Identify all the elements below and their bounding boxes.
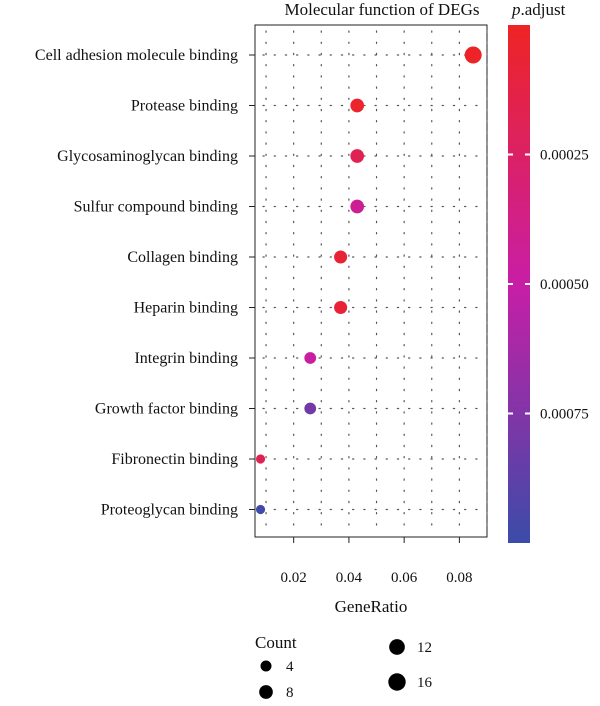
data-point: [334, 250, 348, 264]
category-label: Glycosaminoglycan binding: [57, 148, 238, 165]
x-tick-label: 0.06: [391, 570, 418, 586]
color-legend-ticks: 0.00025 0.00050 0.00075: [508, 148, 589, 423]
chart-title: Molecular function of DEGs: [285, 0, 480, 19]
color-legend-bar: [508, 25, 530, 543]
color-legend-title: p.adjust: [511, 0, 566, 19]
category-label: Sulfur compound binding: [74, 199, 238, 216]
size-legend-label: 16: [417, 675, 433, 691]
size-legend: Count 4 8 12 16: [255, 633, 433, 701]
size-legend-dot: [388, 673, 406, 691]
data-point: [304, 352, 317, 364]
data-points: [255, 46, 482, 515]
size-legend-dot: [260, 660, 272, 672]
color-legend-title-italic: p: [511, 0, 521, 19]
x-tick-label: 0.04: [336, 570, 363, 586]
data-point: [255, 504, 266, 515]
color-legend-tick-label: 0.00025: [540, 148, 589, 164]
size-legend-dot: [389, 639, 405, 655]
plot-panel: [254, 24, 488, 538]
x-axis-title: GeneRatio: [335, 597, 408, 616]
category-label: Protease binding: [131, 98, 238, 115]
category-label: Heparin binding: [134, 300, 238, 317]
size-legend-label: 4: [286, 659, 294, 675]
size-legend-label: 12: [417, 640, 432, 656]
x-tick-label: 0.08: [446, 570, 472, 586]
data-point: [255, 454, 266, 464]
x-tick-label: 0.02: [281, 570, 307, 586]
data-point: [464, 46, 482, 64]
category-label: Collagen binding: [127, 249, 238, 266]
category-label: Proteoglycan binding: [101, 502, 238, 519]
color-legend-tick-label: 0.00075: [540, 407, 589, 423]
size-legend-label: 8: [286, 685, 294, 701]
category-label: Fibronectin binding: [111, 451, 238, 468]
size-legend-dot: [259, 685, 273, 699]
data-point: [334, 300, 348, 315]
color-legend-tick-label: 0.00050: [540, 277, 589, 293]
data-point: [350, 149, 365, 163]
category-label: Integrin binding: [134, 350, 238, 367]
color-legend: p.adjust 0.00025 0.00050 0.00075: [508, 0, 589, 543]
data-point: [304, 402, 317, 415]
data-point: [350, 98, 365, 113]
x-axis-ticks: 0.02 0.04 0.06 0.08: [281, 537, 473, 586]
data-point: [350, 199, 365, 214]
color-legend-title-rest: .adjust: [521, 0, 566, 19]
category-label: Growth factor binding: [95, 401, 238, 418]
size-legend-title: Count: [255, 633, 297, 652]
category-label: Cell adhesion molecule binding: [35, 47, 238, 64]
category-labels: Cell adhesion molecule binding Protease b…: [35, 47, 255, 519]
size-legend-items: 4 8 12 16: [259, 639, 433, 701]
